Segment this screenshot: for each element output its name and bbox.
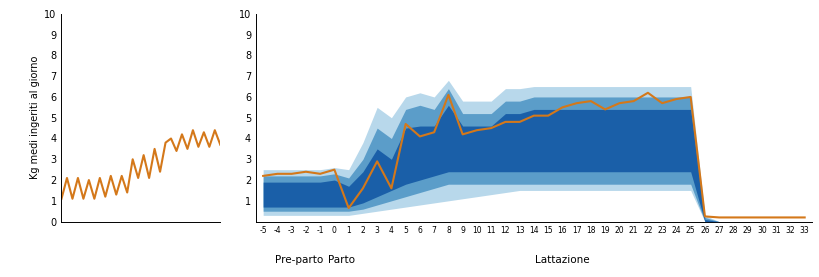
Y-axis label: Kg medi ingeriti al giorno: Kg medi ingeriti al giorno [30,56,40,179]
Text: Pre-parto: Pre-parto [274,255,323,265]
Text: Parto: Parto [328,255,355,265]
Text: Lattazione: Lattazione [535,255,589,265]
